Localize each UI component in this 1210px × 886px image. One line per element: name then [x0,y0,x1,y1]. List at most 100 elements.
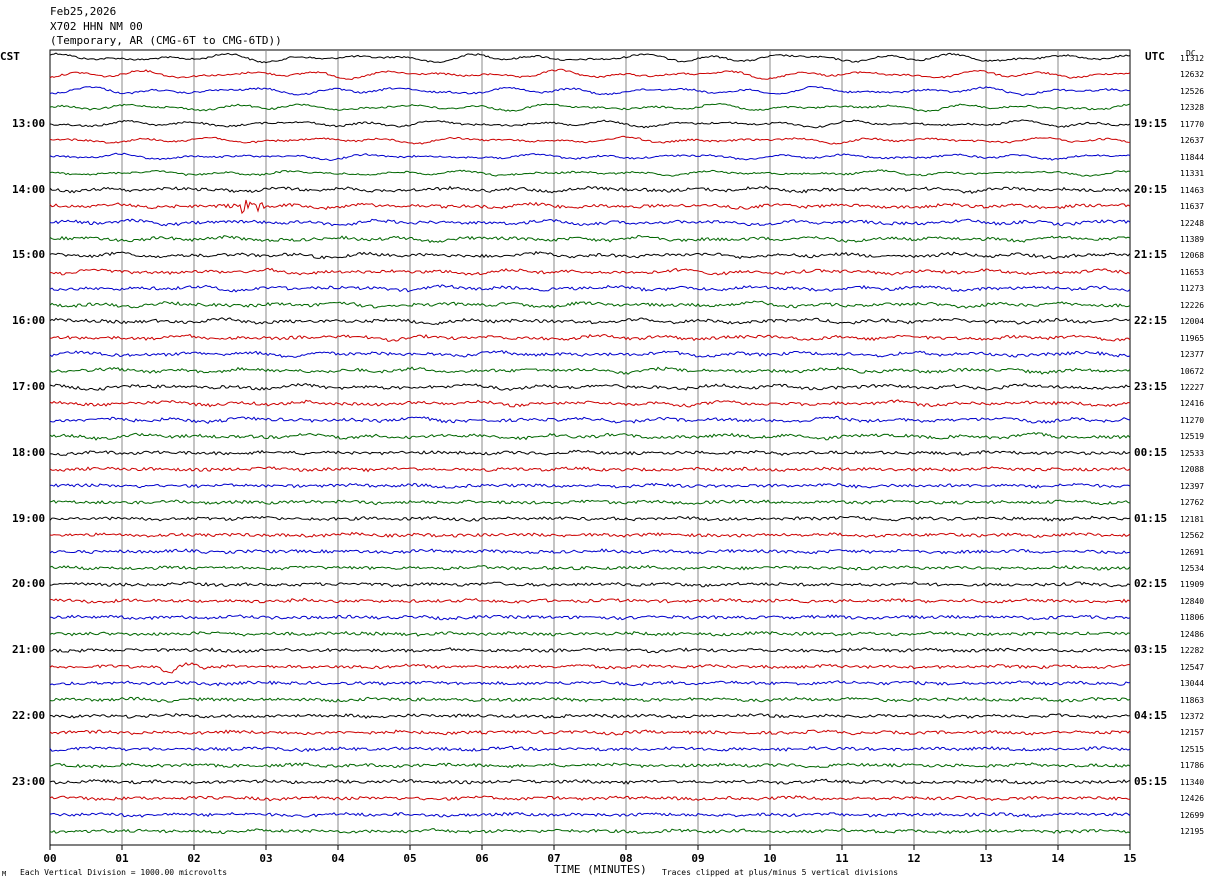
dc-offset-label: 12840 [1180,596,1205,606]
trace-line-34 [49,614,1131,621]
x-tick-label-01: 01 [115,852,129,865]
trace-line-8 [49,185,1131,195]
dc-offset-label: 12526 [1180,86,1205,96]
dc-offset-label: 12534 [1180,563,1205,573]
x-tick-label-06: 06 [475,852,489,865]
dc-offset-label: 11463 [1180,185,1205,195]
trace-line-26 [49,482,1131,489]
trace-line-22 [49,415,1131,424]
trace-line-20 [49,382,1131,391]
right-hour-label-2115: 21:15 [1134,248,1168,262]
trace-line-5 [49,135,1131,145]
clip-note: Traces clipped at plus/minus 5 vertical … [662,868,899,877]
left-hour-label-1700: 17:00 [12,380,46,393]
dc-offset-label: 12372 [1180,712,1205,721]
trace-line-25 [49,466,1131,473]
dc-offset-label: 10672 [1180,366,1205,376]
dc-offset-label: 12486 [1180,629,1205,639]
x-tick-label-15: 15 [1123,852,1136,865]
trace-line-2 [49,86,1131,97]
trace-line-16 [49,317,1131,326]
trace-line-7 [49,169,1131,177]
trace-line-44 [49,778,1131,785]
trace-line-21 [49,399,1131,408]
x-axis-title: TIME (MINUTES) [554,863,647,876]
x-tick-label-11: 11 [835,852,849,865]
dc-offset-label: 12426 [1180,794,1205,804]
trace-line-37 [49,662,1131,674]
dc-offset-label: 11340 [1180,777,1205,787]
left-hour-label-1900: 19:00 [12,511,46,525]
trace-line-12 [49,250,1131,260]
trace-line-6 [49,152,1131,161]
dc-offset-label: 11786 [1180,761,1205,771]
trace-line-28 [49,515,1131,522]
dc-offset-label: 12282 [1180,646,1205,656]
plot-grid [49,49,1131,846]
dc-offset-label: 11389 [1180,234,1205,244]
dc-offset-label: 12762 [1180,498,1205,508]
x-tick-label-05: 05 [403,852,416,865]
trace-line-40 [49,712,1131,719]
dc-offset-label: 12226 [1180,300,1205,310]
left-hour-label-2100: 21:00 [12,643,46,657]
dc-offset-label: 12068 [1180,251,1205,261]
x-tick-label-03: 03 [259,852,272,865]
dc-offset-label: 12004 [1180,317,1205,327]
left-hour-label-2300: 23:00 [12,774,46,788]
dc-offset-label: 12562 [1180,531,1205,541]
dc-offset-label: 11637 [1180,202,1205,212]
trace-line-46 [49,811,1131,818]
dc-header-label: DC [1186,49,1196,58]
trace-line-4 [49,119,1131,129]
right-hour-label-0215: 02:15 [1134,577,1168,591]
plot-frame [49,49,1131,846]
x-tick-label-12: 12 [907,852,920,865]
trace-line-30 [49,548,1131,555]
trace-line-11 [49,235,1131,244]
left-hour-label-1500: 15:00 [12,248,46,262]
trace-line-45 [49,795,1131,802]
x-tick-label-13: 13 [979,852,992,865]
dc-offset-label: 12519 [1180,432,1205,442]
x-tick-label-10: 10 [763,852,776,865]
dc-offset-label: 11273 [1180,284,1205,294]
trace-line-31 [49,564,1131,571]
x-tick-label-09: 09 [691,852,704,865]
dc-offset-label: 11312 [1180,54,1205,63]
trace-line-42 [49,745,1131,753]
left-hour-label-1400: 14:00 [12,182,46,196]
right-hour-label-0415: 04:15 [1134,709,1168,722]
dc-offset-label: 12181 [1180,514,1205,524]
trace-line-18 [49,349,1131,358]
trace-line-19 [49,366,1131,375]
dc-offset-label: 12088 [1180,465,1205,475]
trace-line-15 [49,300,1131,309]
station-label: X702 HHN NM 00 [50,20,143,33]
dc-offset-label: 12195 [1180,827,1205,837]
trace-line-43 [49,762,1131,769]
dc-offset-label: 12328 [1180,103,1205,113]
x-tick-label-04: 04 [331,852,345,865]
left-hour-label-1600: 16:00 [12,314,46,328]
scale-note: Each Vertical Division = 1000.00 microvo… [20,868,228,877]
trace-line-24 [49,449,1131,456]
dc-offset-label: 12533 [1180,448,1205,458]
right-hour-label-0315: 03:15 [1134,643,1168,657]
dc-offset-label: 12157 [1180,728,1205,738]
right-hour-label-2015: 20:15 [1134,182,1168,196]
dc-offset-label: 12515 [1180,744,1205,754]
network-label: (Temporary, AR (CMG-6T to CMG-6TD)) [50,34,282,47]
trace-line-9 [49,199,1131,215]
trace-line-14 [49,284,1131,293]
left-hour-label-2200: 22:00 [12,709,46,722]
x-tick-label-08: 08 [619,852,632,865]
dc-offset-label: 12248 [1180,218,1205,228]
dc-offset-label: 12547 [1180,662,1205,672]
dc-offset-label: 12699 [1180,810,1205,820]
date-label: Feb25,2026 [50,5,117,18]
dc-offset-label: 11863 [1180,695,1205,705]
x-tick-label-14: 14 [1051,852,1065,865]
dc-offset-label: 12632 [1180,70,1205,80]
dc-offset-label: 11806 [1180,613,1205,623]
